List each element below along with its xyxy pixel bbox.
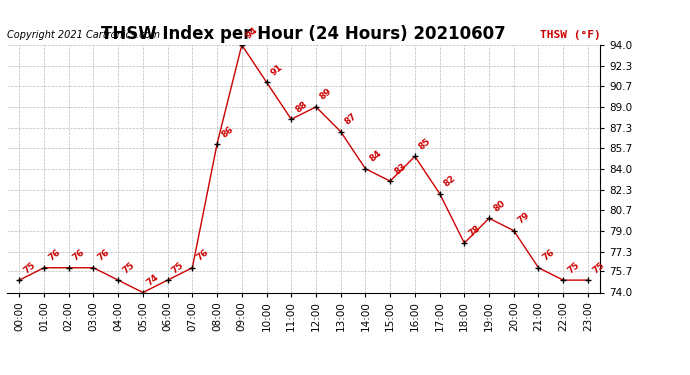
Text: 79: 79 xyxy=(516,211,532,226)
Text: 76: 76 xyxy=(46,248,62,263)
Text: 82: 82 xyxy=(442,174,457,189)
Text: 74: 74 xyxy=(146,273,161,288)
Text: 78: 78 xyxy=(466,223,482,238)
Text: 87: 87 xyxy=(343,112,359,127)
Text: 75: 75 xyxy=(566,260,581,275)
Text: 94: 94 xyxy=(244,25,260,40)
Title: THSW Index per Hour (24 Hours) 20210607: THSW Index per Hour (24 Hours) 20210607 xyxy=(101,26,506,44)
Text: 91: 91 xyxy=(269,62,284,77)
Text: 86: 86 xyxy=(219,124,235,139)
Text: 85: 85 xyxy=(417,136,433,152)
Text: 75: 75 xyxy=(22,260,37,275)
Text: 75: 75 xyxy=(170,260,186,275)
Text: 75: 75 xyxy=(591,260,606,275)
Text: 89: 89 xyxy=(318,87,334,102)
Text: 75: 75 xyxy=(121,260,136,275)
Text: 76: 76 xyxy=(96,248,111,263)
Text: 76: 76 xyxy=(71,248,87,263)
Text: 83: 83 xyxy=(393,161,408,176)
Text: Copyright 2021 Cartronics.com: Copyright 2021 Cartronics.com xyxy=(7,30,160,40)
Text: 76: 76 xyxy=(195,248,210,263)
Text: 80: 80 xyxy=(491,198,506,213)
Text: 76: 76 xyxy=(541,248,556,263)
Text: THSW (°F): THSW (°F) xyxy=(540,30,600,40)
Text: 88: 88 xyxy=(294,99,309,114)
Text: 84: 84 xyxy=(368,149,384,164)
